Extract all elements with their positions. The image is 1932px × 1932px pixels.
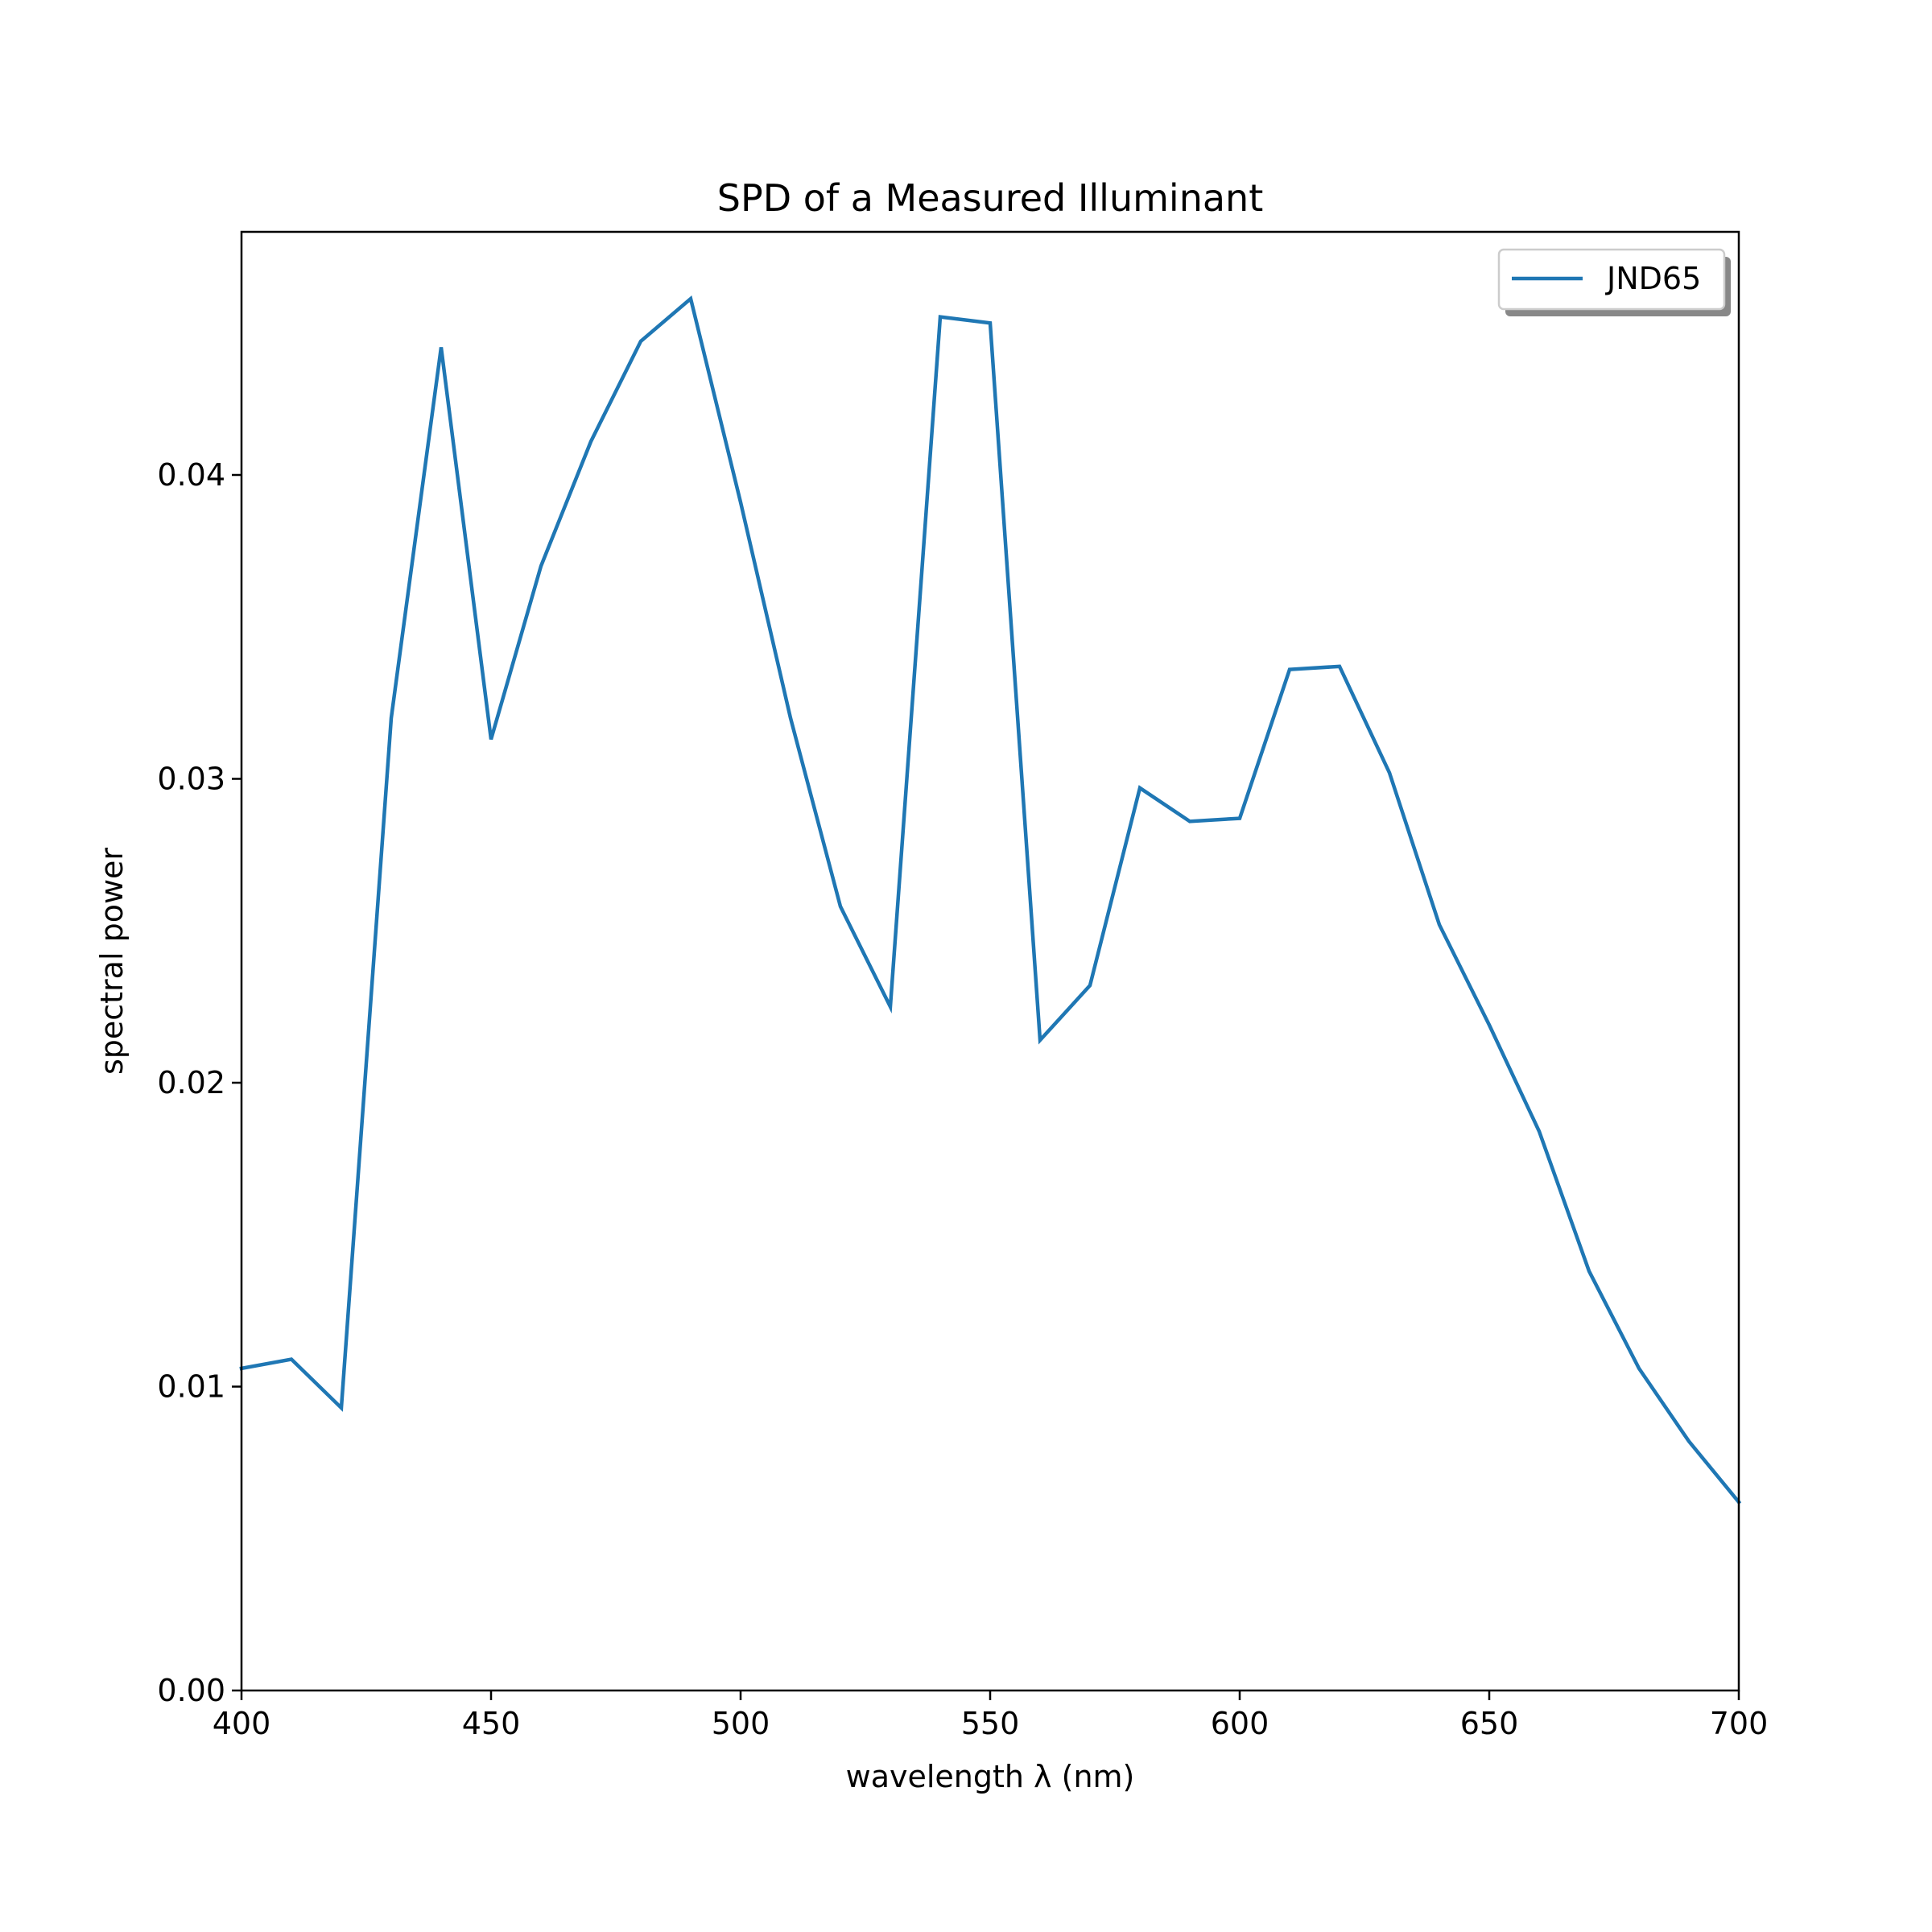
series-layer <box>239 295 1742 1505</box>
x-tick-label: 450 <box>462 1706 521 1741</box>
x-tick-label: 400 <box>213 1706 271 1741</box>
y-tick-label: 0.01 <box>157 1369 225 1405</box>
chart-title: SPD of a Measured Illuminant <box>717 176 1263 220</box>
x-tick-label: 500 <box>712 1706 770 1741</box>
y-axis-label: spectral power <box>94 848 130 1075</box>
legend: JND65 <box>1497 248 1731 316</box>
legend-box <box>1497 248 1726 311</box>
y-tick-label: 0.02 <box>157 1065 225 1100</box>
x-tick-label: 600 <box>1211 1706 1269 1741</box>
y-axis: 0.00 0.01 0.02 0.03 0.04 <box>157 457 242 1708</box>
y-tick-label: 0.03 <box>157 762 225 797</box>
x-axis: 400 450 500 550 600 650 700 <box>213 1690 1769 1741</box>
x-tick-label: 650 <box>1460 1706 1519 1741</box>
x-tick-label: 550 <box>961 1706 1020 1741</box>
y-tick-label: 0.00 <box>157 1673 225 1708</box>
y-tick-label: 0.04 <box>157 457 225 493</box>
x-axis-label: wavelength λ (nm) <box>846 1759 1135 1794</box>
plot-area <box>242 232 1739 1690</box>
legend-label-jnd65: JND65 <box>1605 261 1701 296</box>
x-tick-label: 700 <box>1710 1706 1769 1741</box>
series-line-jnd65 <box>239 295 1742 1505</box>
